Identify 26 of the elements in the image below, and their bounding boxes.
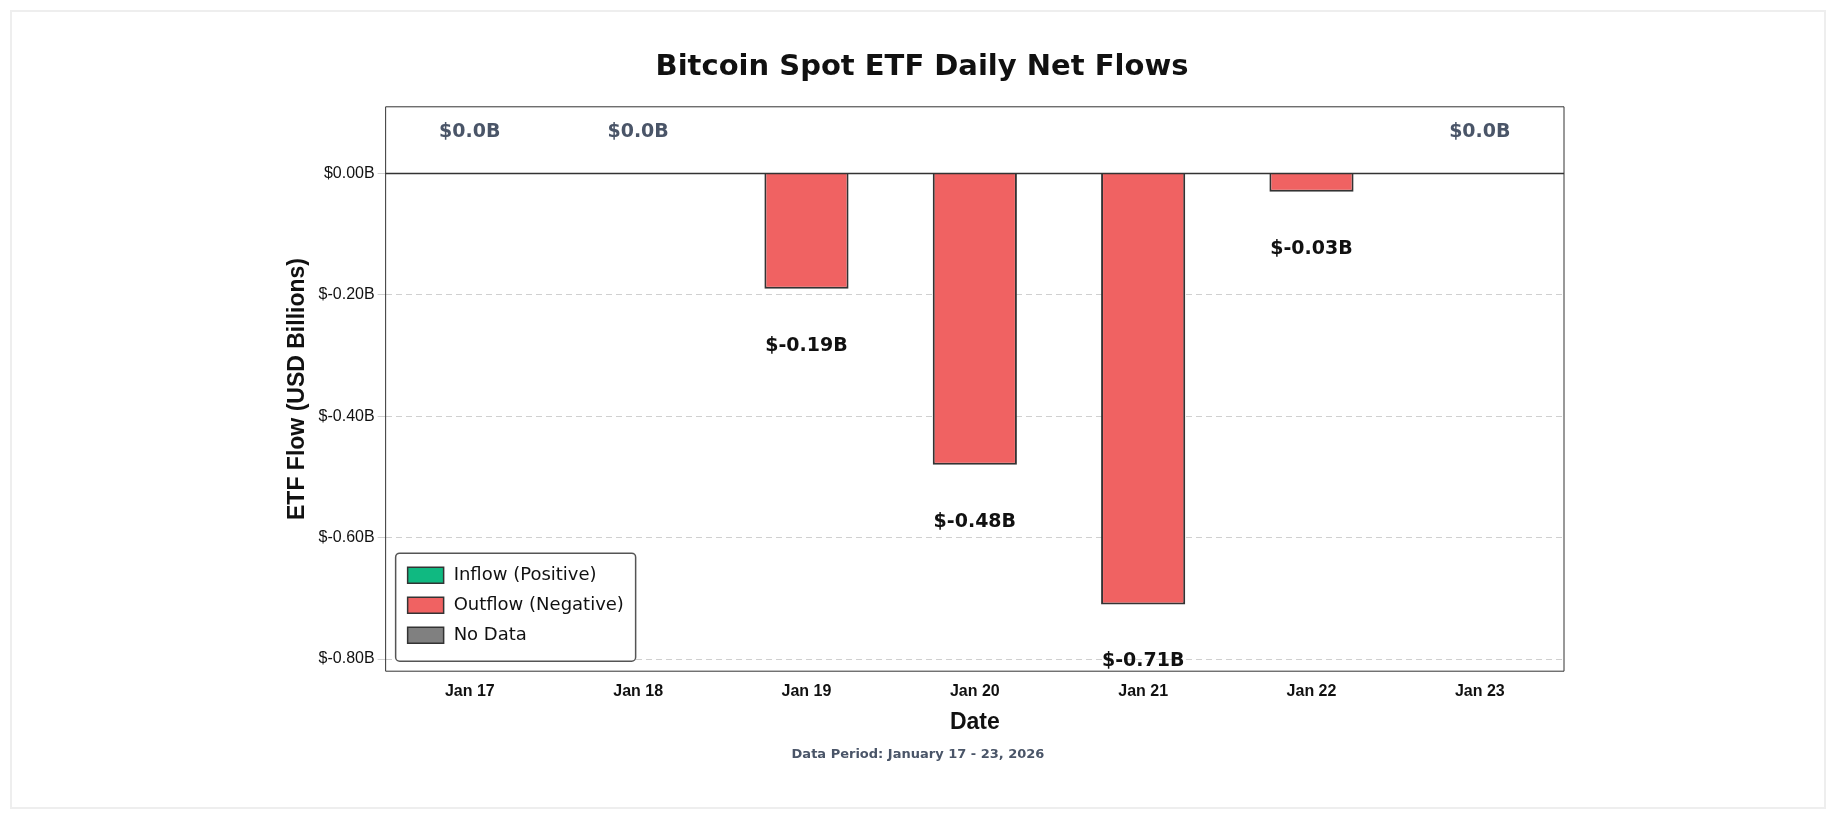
- data-label: $-0.03B: [1270, 235, 1353, 258]
- chart-title: Bitcoin Spot ETF Daily Net Flows: [655, 47, 1189, 82]
- data-label: $0.0B: [607, 118, 669, 141]
- text: Data Period: January 17 - 23, 2026: [790, 746, 1046, 761]
- x-axis-title: Date: [949, 707, 1000, 734]
- y-axis-title: ETF Flow (USD Billions): [283, 258, 310, 520]
- x-tick-label: Jan 20: [949, 682, 1000, 700]
- x-tick-label: Jan 22: [1286, 682, 1337, 700]
- x-tick-label: Jan 17: [444, 682, 495, 700]
- data-label: $-0.71B: [1101, 648, 1185, 671]
- data-label: $-0.48B: [933, 508, 1017, 531]
- x-tick-label: Jan 23: [1454, 682, 1505, 700]
- data-label: $0.0B: [439, 118, 501, 141]
- x-tick-label: Jan 18: [613, 682, 664, 700]
- y-tick-label: $0.00B: [323, 163, 375, 181]
- x-tick-label: Jan 19: [781, 682, 832, 700]
- y-tick-label: $-0.60B: [318, 528, 375, 546]
- y-tick-label: $-0.20B: [318, 285, 375, 303]
- x-tick-label: Jan 21: [1118, 682, 1169, 700]
- data-label: $-0.19B: [765, 332, 848, 355]
- y-tick-label: $-0.80B: [318, 649, 375, 667]
- y-tick-label: $-0.40B: [318, 406, 375, 424]
- data-label: $0.0B: [1449, 118, 1511, 141]
- legend-label: No Data: [453, 622, 527, 644]
- legend-label: Inflow (Positive): [453, 562, 597, 584]
- legend-label: Outflow (Negative): [453, 592, 624, 614]
